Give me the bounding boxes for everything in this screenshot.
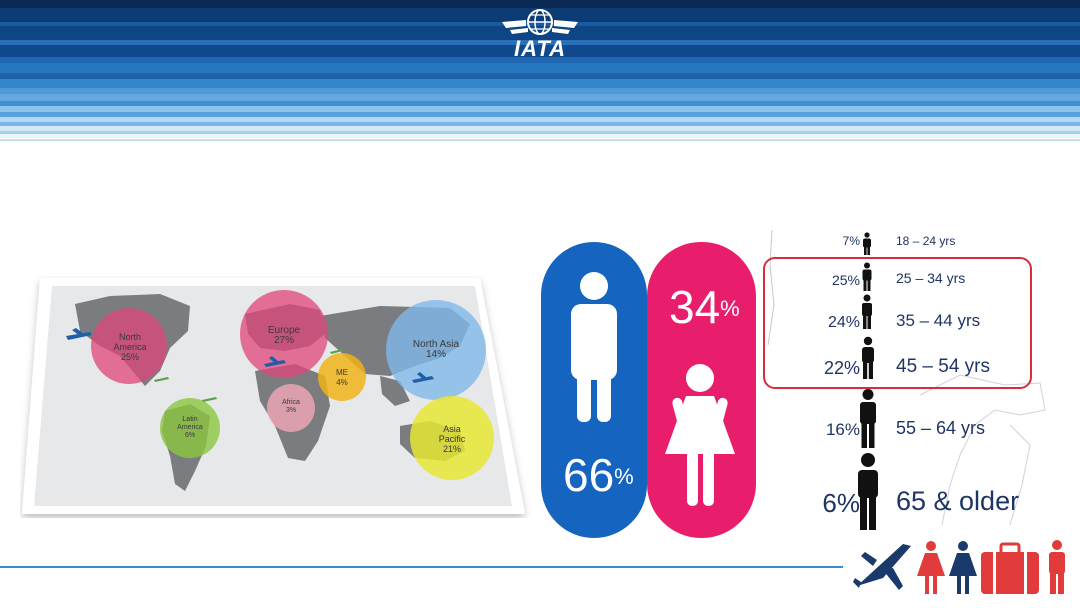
region-bubble-africa [267, 384, 315, 432]
age-row-label: 18 – 24 yrs [896, 234, 956, 248]
bottom-icon-strip [853, 538, 1073, 598]
age-row-percent: 16% [825, 420, 860, 439]
age-row-percent: 24% [827, 314, 860, 331]
airplane-icon [66, 328, 434, 383]
footer-divider [0, 566, 843, 568]
person-icon [862, 262, 872, 291]
age-row-label: 55 – 64 yrs [896, 418, 986, 438]
age-row: 16% 55 – 64 yrs [790, 389, 1020, 450]
age-row-label: 45 – 54 yrs [896, 356, 990, 377]
region-label-north-america: North America 25% [113, 332, 147, 362]
woman-icon [917, 541, 945, 594]
header-banner [0, 0, 1080, 145]
iata-logo: IATA [498, 4, 582, 61]
woman-icon [949, 541, 977, 594]
age-row-label: 25 – 34 yrs [896, 270, 966, 286]
person-icon [863, 232, 871, 255]
logo-text: IATA [513, 36, 567, 61]
female-percentage: 34% [669, 281, 740, 333]
person-icon [862, 294, 872, 329]
man-icon [1049, 540, 1065, 594]
age-row-label: 35 – 44 yrs [896, 311, 981, 330]
age-row: 22% 45 – 54 yrs [790, 336, 1020, 390]
age-row-percent: 6% [822, 488, 860, 518]
airplane-icon [154, 349, 343, 402]
region-bubble-north-america [91, 308, 167, 384]
person-icon [860, 389, 876, 448]
region-label-africa: Africa 3% [282, 399, 300, 414]
age-row: 7% 18 – 24 yrs [790, 232, 1020, 272]
male-pill [541, 242, 647, 538]
age-row-percent: 25% [831, 272, 860, 288]
person-icon [862, 336, 874, 379]
female-icon [665, 364, 735, 506]
region-label-latin-america: Latin America 6% [177, 416, 203, 439]
region-bubble-latin-america [160, 398, 220, 458]
male-percentage: 66% [563, 449, 634, 501]
age-row: 6% 65 & older [790, 453, 1020, 530]
age-row-percent: 22% [823, 358, 860, 378]
region-label-north-asia: North Asia 14% [412, 339, 460, 360]
region-bubble-me [318, 353, 366, 401]
background-sketch [767, 229, 1046, 526]
region-bubble-asia-pacific [410, 396, 494, 480]
suitcase-icon [981, 542, 1039, 594]
region-bubble-europe [240, 290, 328, 378]
age-row: 25% 25 – 34 yrs [790, 262, 1020, 306]
world-map-card: North America 25% Europe 27% North Asia 14% … [20, 276, 530, 518]
person-icon [858, 453, 878, 530]
age-row-percent: 7% [842, 234, 860, 248]
age-row-label: 65 & older [896, 486, 1020, 516]
region-label-me: ME 4% [336, 368, 348, 387]
region-bubble-north-asia [386, 300, 486, 400]
region-label-asia-pacific: Asia Pacific 21% [438, 424, 466, 454]
gender-split-graphic: 34% 66% [541, 242, 756, 538]
male-icon [571, 272, 617, 422]
airplane-icon [853, 544, 911, 590]
region-label-europe: Europe 27% [267, 325, 301, 346]
age-row: 24% 35 – 44 yrs [790, 294, 1020, 346]
age-highlight-box [763, 257, 1032, 389]
